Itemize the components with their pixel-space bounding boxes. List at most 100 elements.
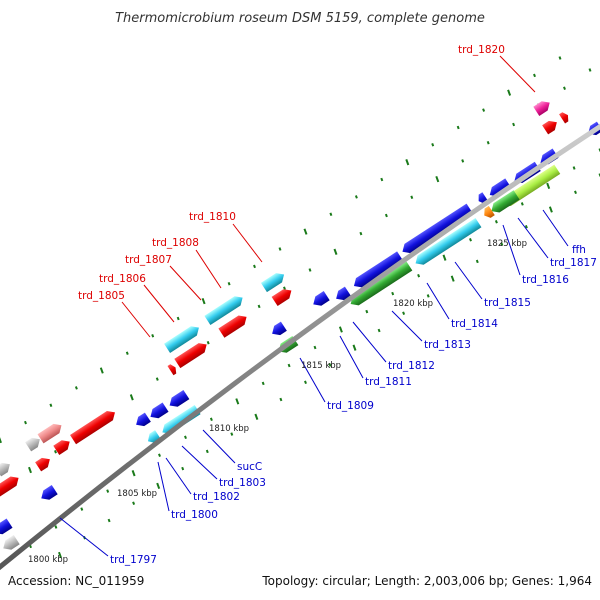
gene-features (0, 98, 600, 553)
scale-label-1805: 1805 kbp (117, 489, 157, 499)
gene-label-trd-1811[interactable]: trd_1811 (365, 376, 412, 388)
gene-arrow-trd-1811[interactable] (310, 291, 330, 309)
gene-label-trd-1800[interactable]: trd_1800 (171, 509, 218, 521)
gene-arrow-blue[interactable] (38, 485, 58, 503)
gene-label-sucC[interactable]: sucC (237, 461, 262, 473)
scale-label-1800: 1800 kbp (28, 555, 68, 565)
tick-mark (598, 148, 600, 152)
gene-arrow-trd-1812[interactable] (333, 286, 351, 304)
gene-arrow-blue[interactable] (147, 402, 169, 421)
gene-arrow-blue[interactable] (133, 412, 151, 430)
tick-mark (461, 159, 465, 163)
tick-mark (365, 309, 369, 314)
gene-label-trd-1805[interactable]: trd_1805 (78, 290, 125, 302)
gene-label-trd-1815[interactable]: trd_1815 (484, 297, 531, 309)
gene-label-trd-1810[interactable]: trd_1810 (189, 211, 236, 223)
tick-mark (377, 328, 381, 333)
gene-label-trd-1806[interactable]: trd_1806 (99, 273, 146, 285)
gene-arrow-red[interactable] (559, 110, 571, 124)
callout-trd-1805 (121, 301, 151, 338)
gene-label-trd-1809[interactable]: trd_1809 (327, 400, 374, 412)
tick-mark (80, 507, 84, 511)
gene-arrow-trd-1807[interactable] (164, 323, 202, 353)
gene-arrow-trd-1814[interactable] (399, 203, 473, 257)
gene-label-trd-1797[interactable]: trd_1797 (110, 554, 157, 566)
accession-text: Accession: NC_011959 (8, 574, 144, 588)
tick-mark (456, 125, 460, 130)
gene-arrow-gray[interactable] (25, 435, 43, 452)
tick-mark (129, 394, 134, 401)
gene-label-trd-1814[interactable]: trd_1814 (451, 318, 498, 330)
tick-mark (201, 297, 206, 305)
gene-arrow-red[interactable] (0, 473, 22, 499)
gene-arrow-red[interactable] (218, 312, 249, 338)
tick-mark (598, 173, 600, 177)
tick-mark (486, 140, 490, 145)
gene-arrow-trd-1809[interactable] (269, 321, 287, 339)
gene-arrow-trd-1805[interactable] (167, 363, 178, 376)
gene-arrow-trd-1806[interactable] (174, 340, 209, 369)
gene-arrow-trd-1803[interactable] (159, 404, 201, 437)
gene-arrow-gray[interactable] (0, 535, 20, 553)
gene-label-trd-1807[interactable]: trd_1807 (125, 254, 172, 266)
gene-arrow-blue[interactable] (167, 389, 190, 410)
gene-label-trd-1820[interactable]: trd_1820 (458, 44, 505, 56)
gene-arrow-trd-1815[interactable] (413, 217, 482, 268)
gene-label-trd-1802[interactable]: trd_1802 (193, 491, 240, 503)
gene-label-trd-1803[interactable]: trd_1803 (219, 477, 266, 489)
tick-mark (328, 363, 332, 367)
tick-mark (184, 435, 187, 440)
gene-arrow-gray[interactable] (0, 460, 13, 477)
callout-trd-1808 (195, 249, 222, 289)
tick-mark (206, 340, 210, 345)
tick-mark (384, 213, 388, 218)
scale-label-1825: 1825 kbp (487, 239, 527, 249)
tick-mark (308, 268, 312, 272)
tick-mark (125, 351, 129, 355)
gene-callout-lines (59, 55, 569, 557)
tick-mark (278, 247, 282, 251)
gene-arrow-trd-1813[interactable] (348, 261, 413, 308)
gene-arrow-trd-1817[interactable] (488, 190, 520, 216)
gene-label-trd-1808[interactable]: trd_1808 (152, 237, 199, 249)
gene-label-trd-1816[interactable]: trd_1816 (522, 274, 569, 286)
gene-label-trd-1813[interactable]: trd_1813 (424, 339, 471, 351)
tick-mark (494, 220, 498, 224)
gene-arrow-red[interactable] (53, 437, 72, 455)
tick-mark (533, 73, 536, 78)
map-title: Thermomicrobium roseum DSM 5159, complet… (115, 11, 485, 26)
gene-arrow-trd-1808[interactable] (204, 293, 245, 326)
tick-mark (548, 206, 553, 213)
gene-arrow-red[interactable] (271, 286, 295, 307)
callout-trd-1803 (181, 445, 218, 480)
tick-mark (205, 449, 209, 454)
gene-arrow-blue[interactable] (487, 178, 512, 199)
tick-mark (254, 413, 259, 420)
tick-mark (176, 316, 180, 321)
gene-label-trd-1817[interactable]: trd_1817 (550, 257, 597, 269)
gene-arrow-blue[interactable] (0, 518, 13, 537)
gene-labels: trd_1820 trd_1810 trd_1808 trd_1807 trd_… (78, 44, 597, 566)
tick-mark (572, 166, 576, 170)
tick-mark (235, 398, 240, 405)
callout-trd-1816 (502, 224, 521, 276)
callout-trd-1810 (232, 223, 263, 263)
callout-trd-1797 (59, 517, 109, 557)
tick-mark (283, 286, 286, 290)
gene-arrow-trd-1816[interactable] (481, 205, 495, 220)
gene-label-trd-1812[interactable]: trd_1812 (388, 360, 435, 372)
gene-label-ffh[interactable]: ffh (572, 244, 586, 256)
gene-arrow-trd-1810[interactable] (260, 270, 287, 293)
tick-mark (99, 367, 104, 374)
gene-arrow-red[interactable] (542, 118, 560, 135)
gene-arrow-trd-1820[interactable] (533, 98, 552, 116)
tick-mark (257, 304, 261, 309)
tick-mark (410, 195, 414, 200)
gene-arrow-pink[interactable] (37, 421, 65, 444)
callout-trd-1815 (454, 261, 483, 300)
gene-arrow-red[interactable] (70, 408, 118, 445)
tick-mark (106, 489, 110, 493)
gene-arrow-red[interactable] (35, 455, 53, 472)
gene-arrow-trd-1813[interactable] (351, 251, 404, 290)
tick-mark (333, 248, 338, 255)
